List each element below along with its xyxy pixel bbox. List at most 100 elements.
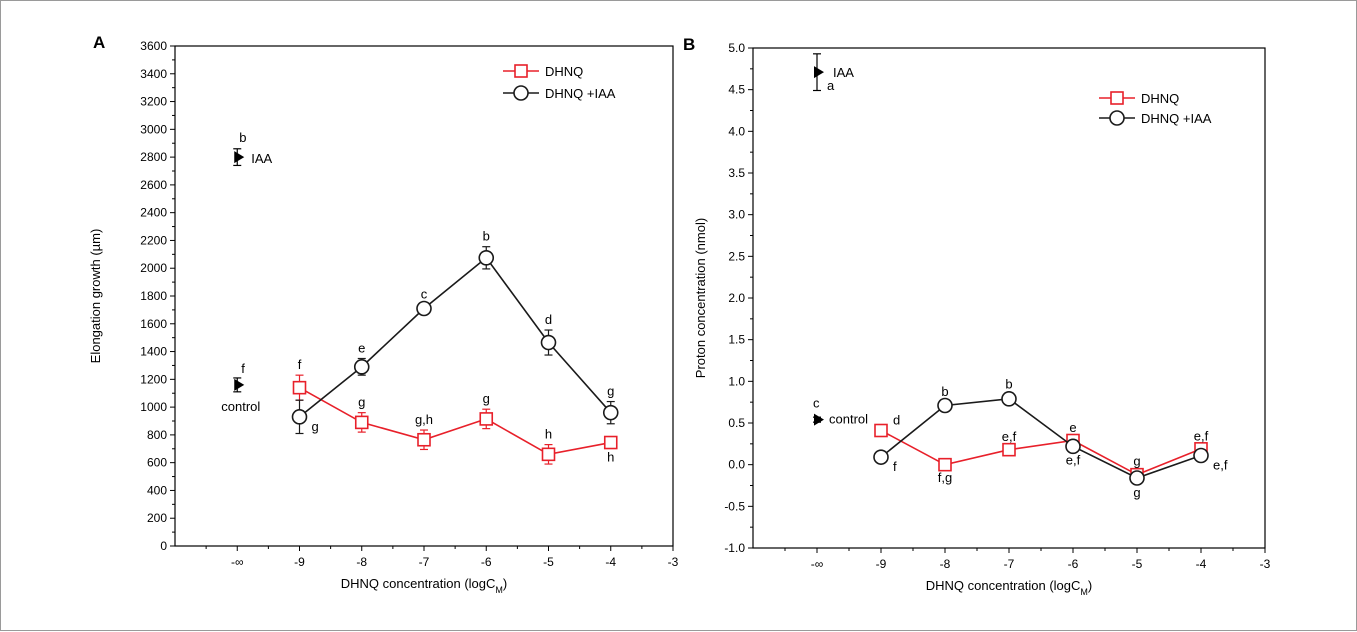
x-tick-label: -7 bbox=[419, 555, 430, 569]
panel-b: B -1.0 -0.5 0.0 0.5 1.0 1.5 2.0 2.5 3.0 3.5 4.0 4.5 5… bbox=[683, 35, 1271, 597]
data-point bbox=[479, 412, 494, 426]
significance-letter: f bbox=[298, 357, 302, 372]
panel-label: B bbox=[683, 35, 695, 54]
significance-letter: a bbox=[827, 78, 835, 93]
x-tick-label: -8 bbox=[356, 555, 367, 569]
reference-marker bbox=[234, 378, 245, 391]
y-tick-label: 600 bbox=[147, 456, 167, 470]
x-axis-title: DHNQ concentration (logCM) bbox=[341, 576, 507, 595]
legend: DHNQ DHNQ +IAA bbox=[503, 64, 616, 101]
x-tick-label: -3 bbox=[668, 555, 679, 569]
y-tick-label: 4.0 bbox=[728, 124, 745, 138]
data-point bbox=[873, 449, 889, 465]
y-axis-title: Elongation growth (µm) bbox=[88, 229, 103, 364]
legend-marker bbox=[514, 64, 528, 78]
data-point bbox=[416, 300, 432, 317]
data-point bbox=[478, 250, 495, 266]
y-tick-label: 4.5 bbox=[728, 83, 745, 97]
data-point bbox=[1129, 470, 1145, 486]
legend-marker bbox=[1109, 110, 1125, 126]
significance-letter: d bbox=[893, 413, 900, 428]
significance-letter: e,f bbox=[1194, 428, 1209, 443]
x-tick-label: -8 bbox=[940, 557, 951, 571]
y-tick-label: 2800 bbox=[140, 150, 167, 164]
data-point bbox=[1001, 391, 1017, 407]
y-tick-label: 1800 bbox=[140, 289, 167, 303]
reference-marker bbox=[234, 151, 245, 164]
x-tick-label: -5 bbox=[543, 555, 554, 569]
y-tick-label: 2200 bbox=[140, 233, 167, 247]
significance-letter: e,f bbox=[1002, 429, 1017, 444]
significance-letter: f,g bbox=[938, 470, 952, 485]
legend-item: DHNQ bbox=[1099, 91, 1179, 106]
x-tick-label: -7 bbox=[1004, 557, 1015, 571]
data-point bbox=[353, 359, 370, 375]
significance-letter: b bbox=[483, 229, 490, 244]
significance-letter: c bbox=[421, 286, 428, 301]
reference-label: control bbox=[221, 399, 260, 414]
y-tick-label: 3600 bbox=[140, 39, 167, 53]
y-tick-label: 1400 bbox=[140, 345, 167, 359]
y-tick-label: 5.0 bbox=[728, 41, 745, 55]
x-tick-label: -9 bbox=[294, 555, 305, 569]
significance-letter: b bbox=[941, 384, 948, 399]
y-tick-label: 2.0 bbox=[728, 291, 745, 305]
data-point bbox=[540, 334, 557, 351]
data-point bbox=[1002, 442, 1016, 457]
reference-label: control bbox=[829, 412, 868, 427]
significance-letter: b bbox=[239, 130, 246, 145]
y-tick-label: 0.0 bbox=[728, 458, 745, 472]
legend-item: DHNQ +IAA bbox=[503, 85, 616, 101]
significance-letter: g,h bbox=[415, 412, 433, 427]
significance-letter: f bbox=[241, 361, 245, 376]
panel-label: A bbox=[93, 33, 105, 52]
data-point bbox=[603, 435, 618, 450]
y-tick-label: 3400 bbox=[140, 67, 167, 81]
legend-label: DHNQ bbox=[545, 64, 583, 79]
legend-label: DHNQ bbox=[1141, 91, 1179, 106]
x-tick-label: -4 bbox=[1196, 557, 1207, 571]
reference-control: control c bbox=[813, 396, 868, 427]
reference-marker bbox=[814, 66, 824, 79]
significance-letter: g bbox=[1133, 453, 1140, 468]
legend-label: DHNQ +IAA bbox=[1141, 111, 1212, 126]
y-tick-label: 1.5 bbox=[728, 333, 745, 347]
y-tick-label: 3200 bbox=[140, 95, 167, 109]
y-tick-label: 3.5 bbox=[728, 166, 745, 180]
legend-label: DHNQ +IAA bbox=[545, 86, 616, 101]
significance-letter: g bbox=[607, 384, 614, 399]
series-line bbox=[299, 386, 611, 456]
y-tick-label: 3.0 bbox=[728, 208, 745, 222]
y-tick-label: 0.5 bbox=[728, 416, 745, 430]
y-tick-label: -0.5 bbox=[724, 499, 745, 513]
significance-letter: e bbox=[1069, 420, 1076, 435]
x-tick-label: -6 bbox=[1068, 557, 1079, 571]
y-tick-label: 2.5 bbox=[728, 249, 745, 263]
significance-letter: f bbox=[893, 459, 897, 474]
legend-item: DHNQ +IAA bbox=[1099, 110, 1212, 126]
x-tick-label: -∞ bbox=[811, 557, 824, 571]
data-point bbox=[541, 447, 556, 462]
x-tick-label: -3 bbox=[1260, 557, 1271, 571]
x-tick-label: -5 bbox=[1132, 557, 1143, 571]
significance-letter: e,f bbox=[1066, 453, 1081, 468]
significance-letter: g bbox=[358, 395, 365, 410]
y-tick-label: 400 bbox=[147, 483, 167, 497]
data-point bbox=[602, 404, 619, 421]
significance-letter: h bbox=[607, 450, 614, 465]
data-point bbox=[354, 415, 369, 430]
y-tick-label: 1200 bbox=[140, 372, 167, 386]
series-dhnq: d f,g e,f e g e,f bbox=[874, 413, 1209, 485]
legend-item: DHNQ bbox=[503, 64, 583, 79]
reference-label: IAA bbox=[833, 65, 854, 80]
significance-letter: g bbox=[1133, 485, 1140, 500]
y-tick-label: 1600 bbox=[140, 317, 167, 331]
reference-marker bbox=[814, 413, 824, 426]
legend-marker bbox=[1110, 91, 1124, 105]
y-tick-label: 1.0 bbox=[728, 374, 745, 388]
legend: DHNQ DHNQ +IAA bbox=[1099, 91, 1212, 126]
data-point bbox=[417, 432, 431, 447]
significance-letter: c bbox=[813, 396, 820, 411]
significance-letter: e,f bbox=[1213, 458, 1228, 473]
